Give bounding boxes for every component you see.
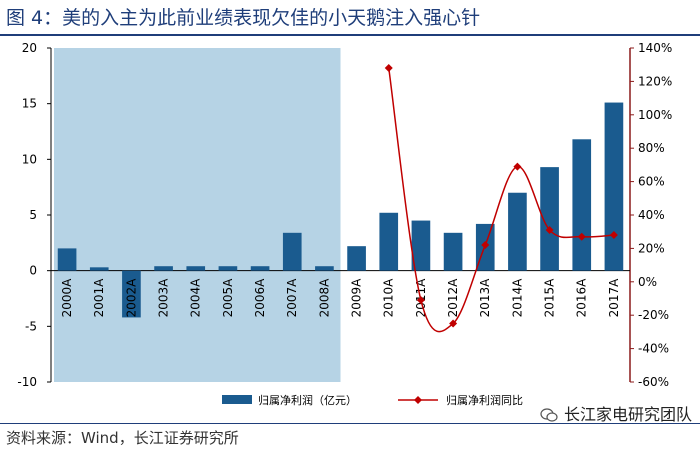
profit-bar [604, 102, 624, 271]
x-axis-category-label: 2002A [124, 278, 138, 318]
profit-bar [315, 266, 334, 271]
profit-bar [89, 267, 109, 271]
yoy-growth-line [388, 67, 614, 333]
profit-bar [57, 248, 77, 271]
x-axis-category-label: 2000A [60, 278, 74, 318]
profit-bar [379, 212, 399, 271]
legend-swatch-growth-marker [414, 396, 422, 404]
left-axis-tick-label: 0 [29, 264, 37, 278]
yoy-growth-point [481, 241, 490, 250]
profit-bar [347, 246, 366, 271]
x-axis-category-label: 2007A [285, 278, 299, 318]
profit-bar [250, 266, 270, 271]
title-divider [0, 34, 700, 36]
yoy-growth-point [416, 296, 425, 305]
x-axis-category-label: 2009A [350, 278, 364, 318]
watermark: 长江家电研究团队 [540, 404, 692, 426]
profit-bar [508, 192, 527, 271]
yoy-growth-point [577, 232, 586, 241]
x-axis-category-label: 2015A [543, 278, 557, 318]
profit-bar [443, 232, 463, 271]
right-axis-tick-label: 60% [638, 175, 665, 189]
profit-bar [572, 139, 592, 271]
right-axis-tick-label: 120% [638, 74, 672, 88]
yoy-growth-point [545, 226, 554, 235]
right-axis-tick-label: 100% [638, 108, 672, 122]
profit-bar [282, 232, 302, 271]
left-axis-tick-label: -5 [25, 319, 37, 333]
right-axis-tick-label: 40% [638, 208, 665, 222]
yoy-growth-point [609, 231, 618, 240]
x-axis-category-label: 2013A [478, 278, 492, 318]
right-axis-tick-label: 80% [638, 141, 665, 155]
x-axis-category-label: 2004A [189, 278, 203, 318]
shaded-period [54, 48, 341, 382]
x-axis-category-label: 2010A [382, 278, 396, 318]
left-axis-tick-label: -10 [17, 375, 37, 389]
profit-bar [186, 266, 206, 271]
right-axis-tick-label: -60% [638, 375, 669, 389]
source-divider [0, 423, 700, 424]
page-title: 图 4：美的入主为此前业绩表现欠佳的小天鹅注入强心针 [6, 7, 481, 29]
profit-bar [218, 266, 238, 271]
profit-bar [540, 167, 559, 271]
x-axis-category-label: 2005A [221, 278, 235, 318]
profit-bar [154, 266, 173, 271]
legend-swatch-profit [222, 395, 252, 404]
profit-bar [122, 270, 141, 318]
right-axis-tick-label: 20% [638, 241, 665, 255]
x-axis-category-label: 2014A [510, 278, 524, 318]
yoy-growth-point [384, 64, 393, 73]
watermark-text: 长江家电研究团队 [563, 405, 692, 424]
right-axis-tick-label: 0% [638, 275, 657, 289]
wechat-icon [540, 408, 558, 422]
x-axis-category-label: 2016A [575, 278, 589, 318]
legend-label-profit: 归属净利润（亿元） [258, 393, 357, 407]
x-axis-category-label: 2001A [92, 278, 106, 318]
x-axis-category-label: 2006A [253, 278, 267, 318]
left-axis-tick-label: 15 [22, 97, 37, 111]
source-note: 资料来源：Wind，长江证券研究所 [6, 429, 239, 447]
yoy-growth-point [449, 319, 458, 328]
right-axis-tick-label: 140% [638, 41, 672, 55]
legend-label-growth: 归属净利润同比 [446, 393, 523, 407]
left-axis-tick-label: 10 [22, 152, 37, 166]
x-axis-category-label: 2017A [607, 278, 621, 318]
profit-chart: -10 -5 0 5 10 15 20 -60% -40% -20% 0% 20% 40% 60% 80% 1… [17, 41, 672, 407]
yoy-growth-point [513, 162, 522, 171]
left-axis-tick-label: 5 [29, 208, 37, 222]
x-axis-category-label: 2003A [157, 278, 171, 318]
left-axis-tick-label: 20 [22, 41, 37, 55]
x-axis-category-label: 2008A [317, 278, 331, 318]
right-axis-tick-label: -40% [638, 342, 669, 356]
profit-bar [411, 220, 431, 271]
right-axis-tick-label: -20% [638, 308, 669, 322]
x-axis-category-label: 2012A [446, 278, 460, 318]
